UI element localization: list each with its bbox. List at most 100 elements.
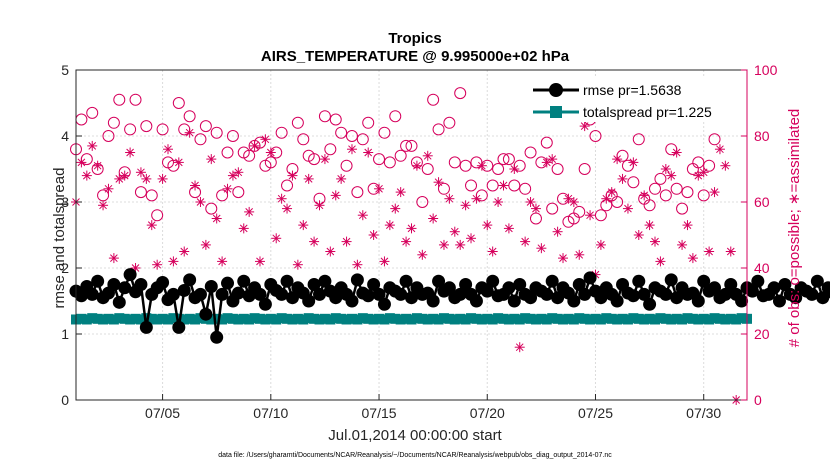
totalspread-marker — [698, 313, 709, 324]
rmse-marker — [442, 281, 456, 295]
totalspread-marker — [292, 313, 303, 324]
rmse-marker — [480, 284, 494, 298]
obs-assimilated-marker — [244, 206, 255, 217]
legend-rmse-label: rmse pr=1.5638 — [583, 82, 682, 98]
totalspread-marker — [276, 313, 287, 324]
rmse-marker — [91, 274, 105, 288]
totalspread-marker — [601, 313, 612, 324]
rmse-marker — [107, 278, 121, 291]
rmse-marker — [691, 294, 705, 308]
obs-possible-marker — [281, 179, 294, 192]
totalspread-marker — [449, 314, 460, 325]
obs-assimilated-marker — [401, 236, 412, 247]
obs-assimilated-marker — [698, 167, 709, 178]
obs-assimilated-marker — [379, 256, 390, 267]
totalspread-marker — [114, 313, 125, 324]
totalspread-marker — [390, 313, 401, 324]
obs-assimilated-marker — [390, 203, 401, 214]
rmse-marker — [139, 320, 153, 334]
totalspread-marker — [130, 313, 141, 324]
obs-possible-marker — [670, 182, 683, 195]
totalspread-marker — [81, 314, 92, 325]
obs-assimilated-marker — [552, 226, 563, 237]
totalspread-marker — [271, 314, 282, 325]
obs-assimilated-marker — [374, 183, 385, 194]
obs-assimilated-marker — [574, 249, 585, 260]
obs-assimilated-marker — [411, 160, 422, 171]
obs-possible-marker — [551, 163, 564, 175]
totalspread-marker — [530, 314, 541, 325]
obs-assimilated-marker — [319, 154, 330, 165]
rmse-series — [69, 268, 830, 344]
totalspread-marker — [709, 313, 720, 324]
rmse-marker — [123, 268, 137, 282]
totalspread-marker — [455, 313, 466, 324]
totalspread-marker — [671, 313, 682, 324]
obs-assimilated-marker — [195, 197, 206, 207]
obs-possible-marker — [291, 116, 304, 129]
obs-assimilated-marker — [238, 223, 249, 234]
rmse-marker — [816, 291, 830, 305]
totalspread-marker — [298, 314, 309, 325]
obs-assimilated-marker — [395, 187, 406, 198]
obs-possible-marker — [156, 123, 169, 136]
totalspread-marker — [558, 314, 569, 325]
legend-rmse-marker — [549, 83, 563, 97]
totalspread-marker — [330, 313, 341, 324]
obs-assimilated-marker — [287, 170, 298, 181]
totalspread-marker — [660, 313, 671, 324]
rmse-marker — [708, 281, 722, 295]
obs-assimilated-marker — [558, 253, 569, 264]
totalspread-marker — [476, 314, 487, 325]
rmse-marker — [632, 274, 646, 288]
totalspread-marker — [498, 313, 509, 324]
obs-possible-marker — [124, 123, 137, 136]
rmse-marker — [502, 281, 516, 295]
obs-assimilated-marker — [460, 200, 471, 211]
y-right-tick-label: 20 — [754, 326, 770, 342]
obs-assimilated-marker — [660, 164, 671, 174]
totalspread-marker — [211, 313, 222, 324]
rmse-marker — [377, 297, 391, 311]
obs-assimilated-marker — [341, 236, 352, 247]
rmse-marker — [253, 287, 267, 301]
obs-possible-marker — [172, 97, 185, 109]
obs-assimilated-marker — [428, 213, 439, 224]
rmse-marker — [735, 294, 749, 308]
totalspread-marker — [249, 313, 260, 324]
totalspread-marker — [119, 313, 130, 324]
obs-possible-marker — [383, 156, 396, 169]
obs-assimilated-marker — [498, 180, 509, 191]
obs-possible-marker — [421, 163, 434, 175]
obs-possible-marker — [400, 139, 413, 152]
legend-totalspread-marker — [550, 106, 562, 118]
totalspread-marker — [244, 314, 255, 325]
rmse-marker — [697, 274, 711, 288]
obs-possible-marker — [140, 120, 153, 133]
obs-assimilated-marker — [249, 140, 260, 151]
rmse-marker — [583, 271, 597, 285]
rmse-marker — [231, 286, 245, 300]
rmse-marker — [156, 276, 170, 290]
obs-assimilated-marker — [114, 173, 125, 184]
y-right-tick-label: 80 — [754, 128, 770, 144]
totalspread-marker — [731, 314, 742, 325]
rmse-marker — [345, 294, 359, 308]
totalspread-marker — [374, 313, 385, 324]
obs-possible-marker — [448, 156, 461, 169]
rmse-marker — [643, 297, 657, 311]
obs-assimilated-marker — [260, 134, 271, 145]
totalspread-marker — [714, 313, 725, 324]
rmse-marker — [567, 294, 581, 308]
obs-possible-marker — [329, 113, 342, 126]
rmse-marker — [513, 278, 527, 291]
rmse-marker — [166, 287, 180, 301]
obs-assimilated-series — [71, 121, 742, 405]
obs-possible-marker — [508, 179, 521, 192]
rmse-marker — [405, 291, 418, 305]
totalspread-series — [71, 313, 752, 325]
obs-possible-marker — [356, 133, 369, 146]
obs-assimilated-marker — [384, 220, 395, 231]
totalspread-marker — [628, 313, 639, 324]
totalspread-marker — [368, 314, 379, 325]
